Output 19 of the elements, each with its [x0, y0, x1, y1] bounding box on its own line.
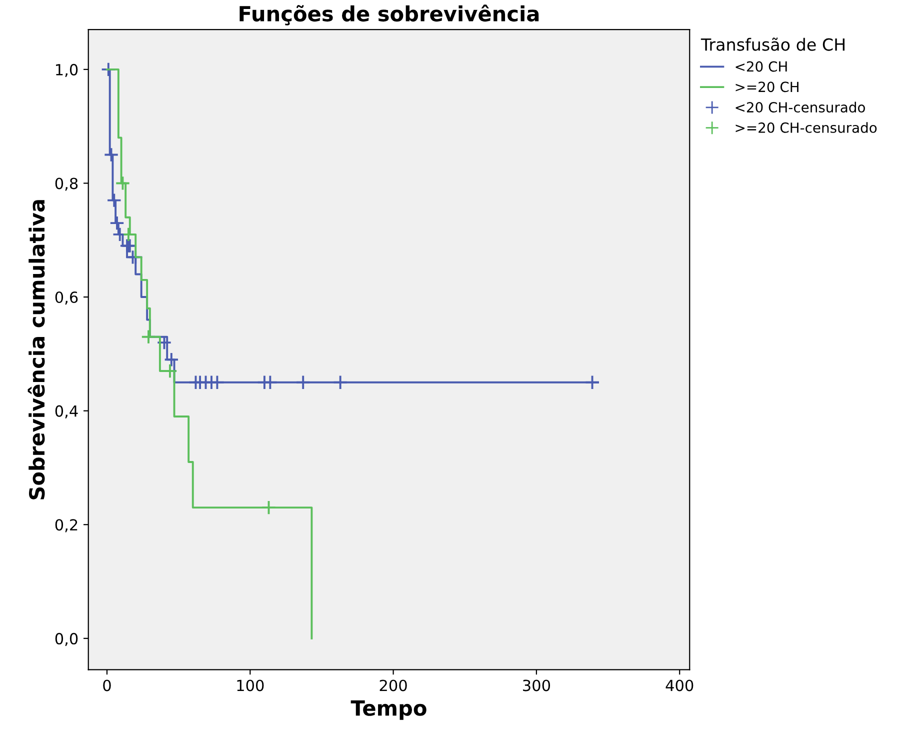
y-tick-label: 0,0 — [55, 632, 78, 646]
x-axis-title: Tempo — [350, 700, 426, 720]
chart-title: Funções de sobrevivência — [240, 4, 539, 26]
x-tick-label: 400 — [666, 680, 694, 692]
x-tick-label: 0 — [103, 680, 111, 692]
y-tick-label: 0,4 — [55, 405, 78, 418]
legend-title: Transfusão de CH — [700, 38, 844, 51]
x-tick-label: 100 — [237, 680, 264, 692]
y-tick-label: 1,0 — [56, 64, 78, 78]
x-tick-label: 200 — [380, 680, 407, 692]
x-tick-label: 300 — [523, 680, 550, 692]
legend-label: >=20 CH — [736, 82, 798, 92]
y-tick-label: 0,8 — [55, 178, 78, 191]
legend-label: >=20 CH-censurado — [736, 122, 877, 133]
legend-label: <20 CH-censurado — [736, 102, 865, 113]
y-axis-title: Sobrevivência cumulativa — [28, 200, 45, 500]
y-tick-label: 0,2 — [55, 519, 78, 532]
legend-label: <20 CH — [736, 61, 787, 72]
y-tick-label: 0,6 — [55, 291, 78, 305]
